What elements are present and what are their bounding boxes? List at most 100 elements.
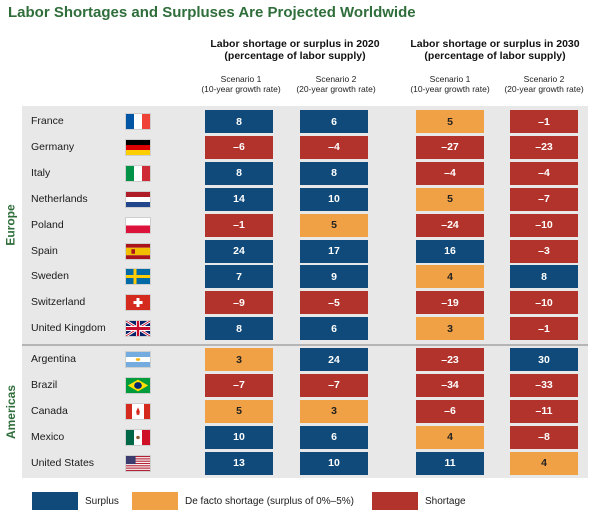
italy-flag-icon <box>125 164 151 182</box>
legend-label: Shortage <box>425 495 466 507</box>
value-cell-brazil-col1: –7 <box>205 373 273 397</box>
value-cell-united-kingdom-col2: 6 <box>300 317 368 341</box>
scenario-header-2030-s1: Scenario 1 (10-year growth rate) <box>402 74 498 94</box>
group-title-2030-main: Labor shortage or surplus in 2030 <box>410 38 580 50</box>
scenario-header-2020-s2: Scenario 2 (20-year growth rate) <box>288 74 384 94</box>
value-cell-switzerland-col1: –9 <box>205 291 273 315</box>
value-cell-italy-col4: –4 <box>510 161 578 185</box>
value-cell-spain-col1: 24 <box>205 239 273 263</box>
legend-surplus: Surplus <box>32 491 119 511</box>
value-cell-argentina-col1: 3 <box>205 348 273 371</box>
sweden-flag-icon <box>125 268 151 286</box>
scenario-name: Scenario 2 <box>315 74 357 84</box>
value-cell-italy-col2: 8 <box>300 161 368 185</box>
france-flag-icon <box>125 113 151 130</box>
brazil-flag-icon <box>125 376 151 394</box>
value-cell-germany-col1: –6 <box>205 135 273 159</box>
value-cell-brazil-col3: –34 <box>416 373 484 397</box>
value-cell-germany-col2: –4 <box>300 135 368 159</box>
value-cell-canada-col2: 3 <box>300 399 368 423</box>
value-cell-poland-col4: –10 <box>510 213 578 237</box>
value-cell-mexico-col4: –8 <box>510 425 578 449</box>
scenario-desc: (20-year growth rate) <box>504 84 584 94</box>
usa-flag-icon <box>125 454 151 472</box>
value-cell-sweden-col2: 9 <box>300 265 368 289</box>
value-cell-mexico-col1: 10 <box>205 425 273 449</box>
value-cell-spain-col4: –3 <box>510 239 578 263</box>
value-cell-united-states-col1: 13 <box>205 451 273 475</box>
value-cell-brazil-col4: –33 <box>510 373 578 397</box>
country-label-switzerland: Switzerland <box>31 296 86 309</box>
legend-defacto: De facto shortage (surplus of 0%–5%) <box>132 491 354 511</box>
germany-flag-icon <box>125 138 151 156</box>
value-cell-canada-col3: –6 <box>416 399 484 423</box>
country-label-brazil: Brazil <box>31 378 58 391</box>
value-cell-netherlands-col3: 5 <box>416 187 484 211</box>
scenario-name: Scenario 2 <box>523 74 565 84</box>
spain-flag-icon <box>125 242 151 260</box>
value-cell-germany-col3: –27 <box>416 135 484 159</box>
region-label-text: Europe <box>4 204 18 246</box>
value-cell-sweden-col4: 8 <box>510 265 578 289</box>
value-cell-poland-col1: –1 <box>205 213 273 237</box>
value-cell-argentina-col3: –23 <box>416 348 484 371</box>
value-cell-united-states-col2: 10 <box>300 451 368 475</box>
value-cell-sweden-col3: 4 <box>416 265 484 289</box>
country-label-poland: Poland <box>31 218 64 231</box>
region-label-text: Americas <box>4 384 19 440</box>
poland-flag-icon <box>125 216 151 234</box>
country-label-sweden: Sweden <box>31 270 69 283</box>
argentina-flag-icon <box>125 351 151 368</box>
legend-shortage: Shortage <box>372 491 466 511</box>
legend-swatch-shortage <box>372 492 418 510</box>
netherlands-flag-icon <box>125 190 151 208</box>
value-cell-united-states-col4: 4 <box>510 451 578 475</box>
value-cell-argentina-col2: 24 <box>300 348 368 371</box>
value-cell-sweden-col1: 7 <box>205 265 273 289</box>
country-label-canada: Canada <box>31 404 68 417</box>
scenario-desc: (10-year growth rate) <box>410 84 490 94</box>
value-cell-mexico-col3: 4 <box>416 425 484 449</box>
scenario-desc: (20-year growth rate) <box>296 84 376 94</box>
value-cell-brazil-col2: –7 <box>300 373 368 397</box>
legend-swatch-surplus <box>32 492 78 510</box>
country-label-spain: Spain <box>31 244 58 257</box>
group-title-2020-sub: (percentage of labor supply) <box>224 50 366 62</box>
value-cell-switzerland-col2: –5 <box>300 291 368 315</box>
legend-label: Surplus <box>85 495 119 507</box>
value-cell-netherlands-col1: 14 <box>205 187 273 211</box>
region-label-europe: Europe <box>0 106 22 344</box>
value-cell-france-col3: 5 <box>416 110 484 133</box>
country-label-netherlands: Netherlands <box>31 192 88 205</box>
value-cell-canada-col4: –11 <box>510 399 578 423</box>
switzerland-flag-icon <box>125 294 151 312</box>
group-title-2020: Labor shortage or surplus in 2020 (perce… <box>205 38 385 62</box>
country-label-mexico: Mexico <box>31 430 65 443</box>
value-cell-argentina-col4: 30 <box>510 348 578 371</box>
value-cell-netherlands-col2: 10 <box>300 187 368 211</box>
legend-label: De facto shortage (surplus of 0%–5%) <box>185 495 354 507</box>
group-title-2030: Labor shortage or surplus in 2030 (perce… <box>405 38 585 62</box>
canada-flag-icon <box>125 402 151 420</box>
value-cell-united-kingdom-col1: 8 <box>205 317 273 341</box>
value-cell-poland-col2: 5 <box>300 213 368 237</box>
uk-flag-icon <box>125 320 151 338</box>
value-cell-netherlands-col4: –7 <box>510 187 578 211</box>
value-cell-switzerland-col4: –10 <box>510 291 578 315</box>
scenario-header-2030-s2: Scenario 2 (20-year growth rate) <box>496 74 592 94</box>
chart-title: Labor Shortages and Surpluses Are Projec… <box>8 4 416 21</box>
value-cell-france-col2: 6 <box>300 110 368 133</box>
value-cell-italy-col3: –4 <box>416 161 484 185</box>
value-cell-spain-col2: 17 <box>300 239 368 263</box>
group-title-2030-sub: (percentage of labor supply) <box>424 50 566 62</box>
value-cell-poland-col3: –24 <box>416 213 484 237</box>
value-cell-france-col4: –1 <box>510 110 578 133</box>
country-label-united-states: United States <box>31 456 95 469</box>
mexico-flag-icon <box>125 428 151 446</box>
value-cell-canada-col1: 5 <box>205 399 273 423</box>
country-label-united-kingdom: United Kingdom <box>31 322 106 335</box>
scenario-name: Scenario 1 <box>220 74 262 84</box>
value-cell-spain-col3: 16 <box>416 239 484 263</box>
scenario-name: Scenario 1 <box>429 74 471 84</box>
value-cell-germany-col4: –23 <box>510 135 578 159</box>
